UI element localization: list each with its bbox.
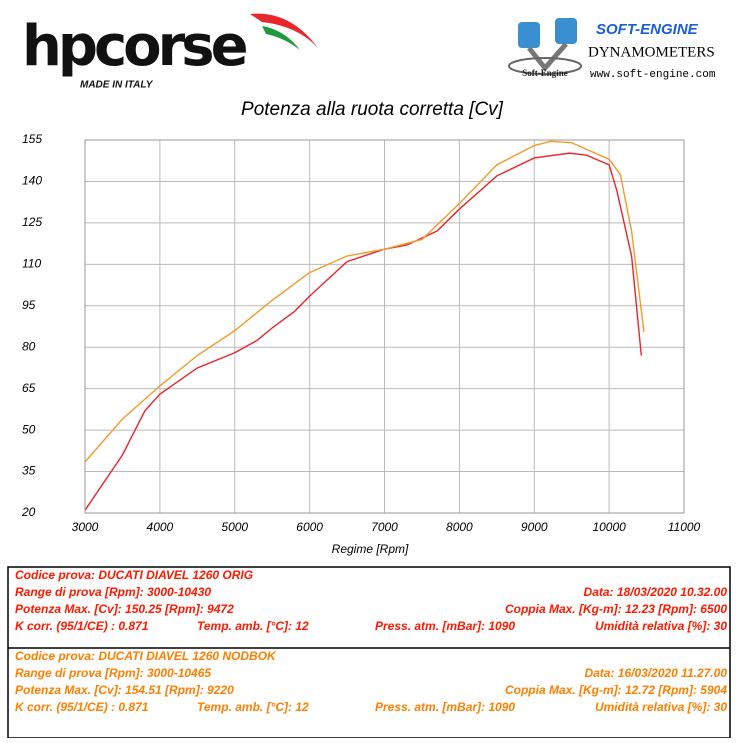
info-text: Press. atm. [mBar]: 1090 (375, 619, 515, 633)
info-text: Temp. amb. [°C]: 12 (197, 619, 309, 633)
lines (84, 140, 645, 511)
partner-name: DYNAMOMETERS (588, 44, 715, 60)
y-tick-label: 80 (22, 339, 36, 353)
x-tick-label: 10000 (592, 520, 626, 534)
info-text: Codice prova: DUCATI DIAVEL 1260 ORIG (15, 568, 253, 582)
grid: 20 35 50 65 80 95 110 125 140 155 3000 4000 5000 6000… (21, 132, 701, 534)
y-tick-label: 110 (22, 257, 41, 271)
info-text: Coppia Max. [Kg-m]: 12.23 [Rpm]: 6500 (505, 602, 727, 616)
series-line (84, 152, 643, 511)
x-tick-label: 6000 (296, 520, 323, 534)
logo-swoosh-green (262, 26, 300, 50)
y-tick-label: 95 (22, 298, 36, 312)
info-text: Data: 18/03/2020 10.32.00 (584, 585, 728, 599)
info-tables: Codice prova: DUCATI DIAVEL 1260 ORIG Ran… (15, 568, 727, 714)
x-tick-label: 9000 (521, 520, 548, 534)
y-tick-label: 140 (22, 174, 42, 188)
y-tick-label: 155 (22, 132, 42, 146)
info-text: K corr. (95/1/CE) : 0.871 (15, 619, 149, 633)
chart-title: Potenza alla ruota corretta [Cv] (241, 99, 504, 120)
partner-logo-text: SOFT-ENGINE (596, 21, 699, 38)
partner-logo-small: Soft-Engine (522, 68, 568, 78)
info-text: Potenza Max. [Cv]: 150.25 [Rpm]: 9472 (15, 602, 234, 616)
logo-rod (527, 42, 568, 72)
y-tick-label: 65 (22, 381, 36, 395)
x-tick-label: 4000 (147, 520, 174, 534)
x-tick-label: 3000 (72, 520, 99, 534)
series-line (84, 140, 645, 463)
logo-ring (508, 57, 582, 75)
info-text: Range di prova [Rpm]: 3000-10465 (15, 666, 211, 680)
info-text: K corr. (95/1/CE) : 0.871 (15, 700, 149, 714)
logo-piston (518, 22, 540, 48)
x-tick-label: 8000 (446, 520, 473, 534)
info-text: Potenza Max. [Cv]: 154.51 [Rpm]: 9220 (15, 683, 234, 697)
logo-swoosh-red (250, 13, 318, 48)
info-text: Press. atm. [mBar]: 1090 (375, 700, 515, 714)
x-tick-label: 5000 (221, 520, 248, 534)
x-tick-label: 7000 (371, 520, 398, 534)
info-text: Codice prova: DUCATI DIAVEL 1260 NODBOK (15, 649, 277, 663)
info-text: Range di prova [Rpm]: 3000-10430 (15, 585, 211, 599)
plot-frame (84, 139, 685, 514)
y-tick-label: 20 (21, 505, 36, 519)
brand-tagline: MADE IN ITALY (80, 80, 154, 91)
info-text: Data: 16/03/2020 11.27.00 (584, 666, 727, 680)
x-axis-label: Regime [Rpm] (332, 542, 409, 556)
partner-url: www.soft-engine.com (590, 69, 716, 81)
y-tick-label: 50 (22, 422, 36, 436)
info-text: Umidità relativa [%]: 30 (595, 700, 727, 714)
info-text: Umidità relativa [%]: 30 (595, 619, 727, 633)
y-tick-label: 35 (22, 464, 36, 478)
brand-logo: hpcorse MADE IN ITALY (22, 13, 318, 91)
brand-name: hpcorse (22, 14, 247, 79)
y-tick-label: 125 (22, 215, 42, 229)
logo-piston (555, 18, 577, 44)
info-text: Coppia Max. [Kg-m]: 12.72 [Rpm]: 5904 (505, 683, 727, 697)
x-tick-label: 11000 (668, 520, 701, 534)
info-text: Temp. amb. [°C]: 12 (197, 700, 309, 714)
partner-logo: SOFT-ENGINE Soft-Engine DYNAMOMETERS www… (508, 18, 716, 81)
